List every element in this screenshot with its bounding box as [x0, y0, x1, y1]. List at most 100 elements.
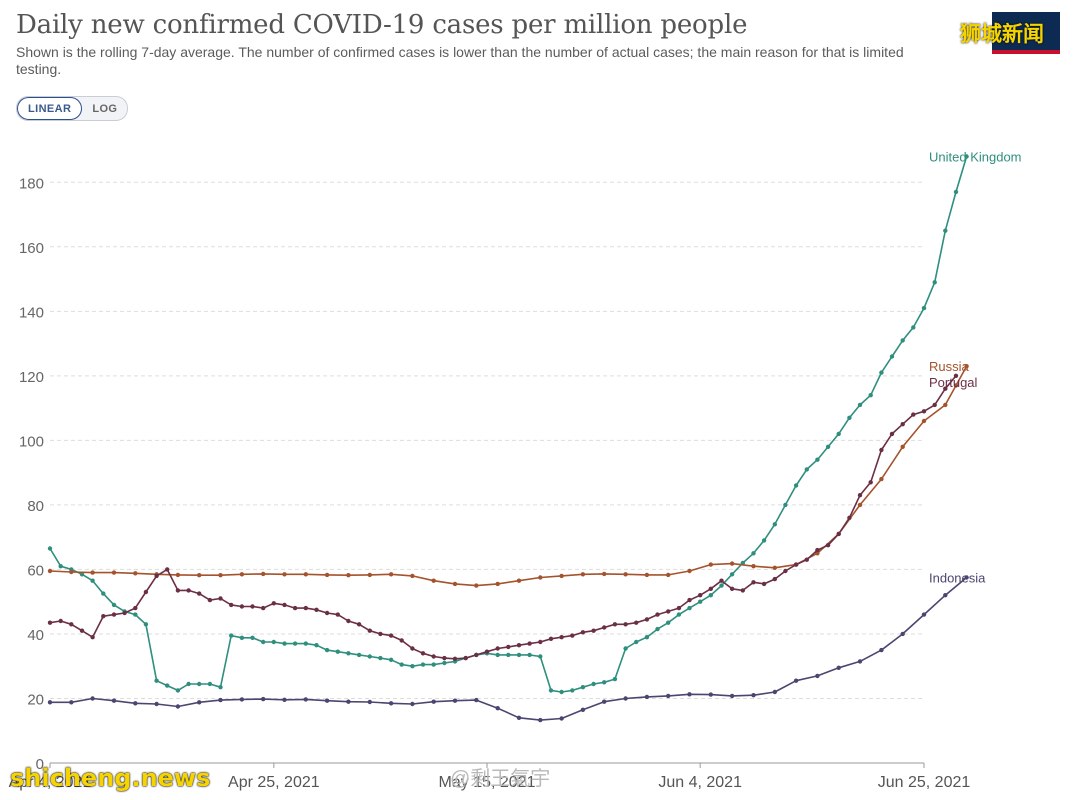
data-point: [687, 605, 692, 611]
data-point: [90, 570, 95, 575]
data-point: [239, 604, 245, 609]
data-point: [495, 652, 500, 658]
data-point: [218, 573, 223, 578]
data-point: [634, 620, 639, 625]
data-point: [655, 626, 660, 632]
data-point: [388, 633, 394, 638]
data-point: [666, 609, 671, 614]
data-point: [410, 664, 415, 669]
data-point: [186, 681, 191, 687]
data-point: [197, 681, 202, 687]
data-point: [229, 633, 234, 638]
data-point: [602, 699, 607, 704]
data-point: [324, 647, 330, 653]
chart-title: Daily new confirmed COVID-19 cases per m…: [16, 10, 748, 40]
data-point: [133, 701, 138, 706]
data-point: [69, 700, 74, 705]
data-point: [506, 652, 511, 658]
data-point: [623, 622, 628, 627]
data-point: [506, 644, 511, 650]
y-tick-label: 180: [19, 175, 44, 192]
data-point: [399, 638, 404, 643]
data-point: [143, 622, 149, 627]
data-point: [90, 635, 95, 640]
y-tick-label: 160: [19, 240, 44, 257]
data-point: [367, 699, 372, 705]
data-point: [431, 578, 436, 583]
linear-scale-button[interactable]: LINEAR: [17, 97, 83, 120]
x-tick-label: Jun 25, 2021: [878, 774, 971, 791]
data-point: [431, 662, 436, 667]
y-tick-label: 0: [36, 756, 44, 773]
data-point: [324, 572, 330, 578]
data-point: [868, 393, 873, 398]
logo-badge: [992, 12, 1060, 54]
data-point: [943, 228, 948, 233]
data-point: [303, 572, 308, 577]
x-tick-label: Apr 4, 2021: [9, 774, 92, 791]
data-point: [410, 701, 415, 707]
data-point: [708, 586, 713, 591]
data-point: [324, 698, 330, 703]
data-point: [165, 567, 170, 572]
data-point: [825, 543, 831, 548]
data-point: [708, 593, 713, 598]
data-point: [47, 620, 53, 625]
data-point: [314, 607, 319, 612]
data-point: [879, 447, 884, 453]
data-point: [101, 614, 106, 619]
data-point: [559, 716, 564, 721]
data-point: [346, 651, 351, 656]
data-point: [282, 697, 287, 702]
data-point: [292, 605, 298, 611]
data-point: [644, 617, 650, 622]
data-point: [207, 681, 213, 687]
log-scale-button[interactable]: LOG: [82, 97, 127, 120]
data-point: [559, 573, 564, 579]
series-end-label: Indonesia: [929, 570, 986, 585]
data-point: [857, 493, 863, 498]
data-point: [698, 599, 703, 604]
data-point: [900, 338, 905, 343]
data-point: [58, 564, 63, 569]
data-point: [175, 688, 181, 693]
data-point: [644, 572, 650, 578]
data-point: [303, 641, 308, 646]
data-point: [708, 692, 713, 697]
data-point: [154, 701, 159, 707]
series-line: [49, 375, 957, 660]
data-point: [655, 612, 660, 617]
data-point: [388, 657, 394, 662]
data-point: [111, 570, 117, 575]
data-point: [527, 652, 532, 658]
data-point: [719, 578, 724, 583]
data-point: [687, 692, 692, 697]
data-point: [79, 572, 85, 577]
data-point: [932, 280, 937, 285]
data-point: [751, 580, 756, 585]
data-point: [580, 572, 586, 577]
data-point: [825, 444, 831, 449]
data-point: [538, 639, 543, 645]
data-point: [69, 622, 74, 627]
data-point: [484, 649, 490, 654]
data-point: [495, 706, 500, 711]
logo-strip: [992, 50, 1060, 54]
data-point: [953, 189, 959, 195]
data-point: [90, 696, 95, 701]
data-point: [943, 402, 948, 408]
data-point: [292, 641, 298, 646]
data-point: [815, 673, 820, 679]
data-point: [857, 502, 863, 508]
data-point: [442, 655, 447, 661]
data-point: [772, 522, 777, 527]
data-point: [666, 693, 671, 699]
data-point: [516, 652, 522, 658]
data-point: [282, 602, 287, 608]
data-point: [602, 680, 607, 685]
data-point: [101, 591, 106, 596]
data-point: [335, 649, 340, 654]
data-point: [239, 572, 245, 577]
data-point: [602, 571, 607, 577]
